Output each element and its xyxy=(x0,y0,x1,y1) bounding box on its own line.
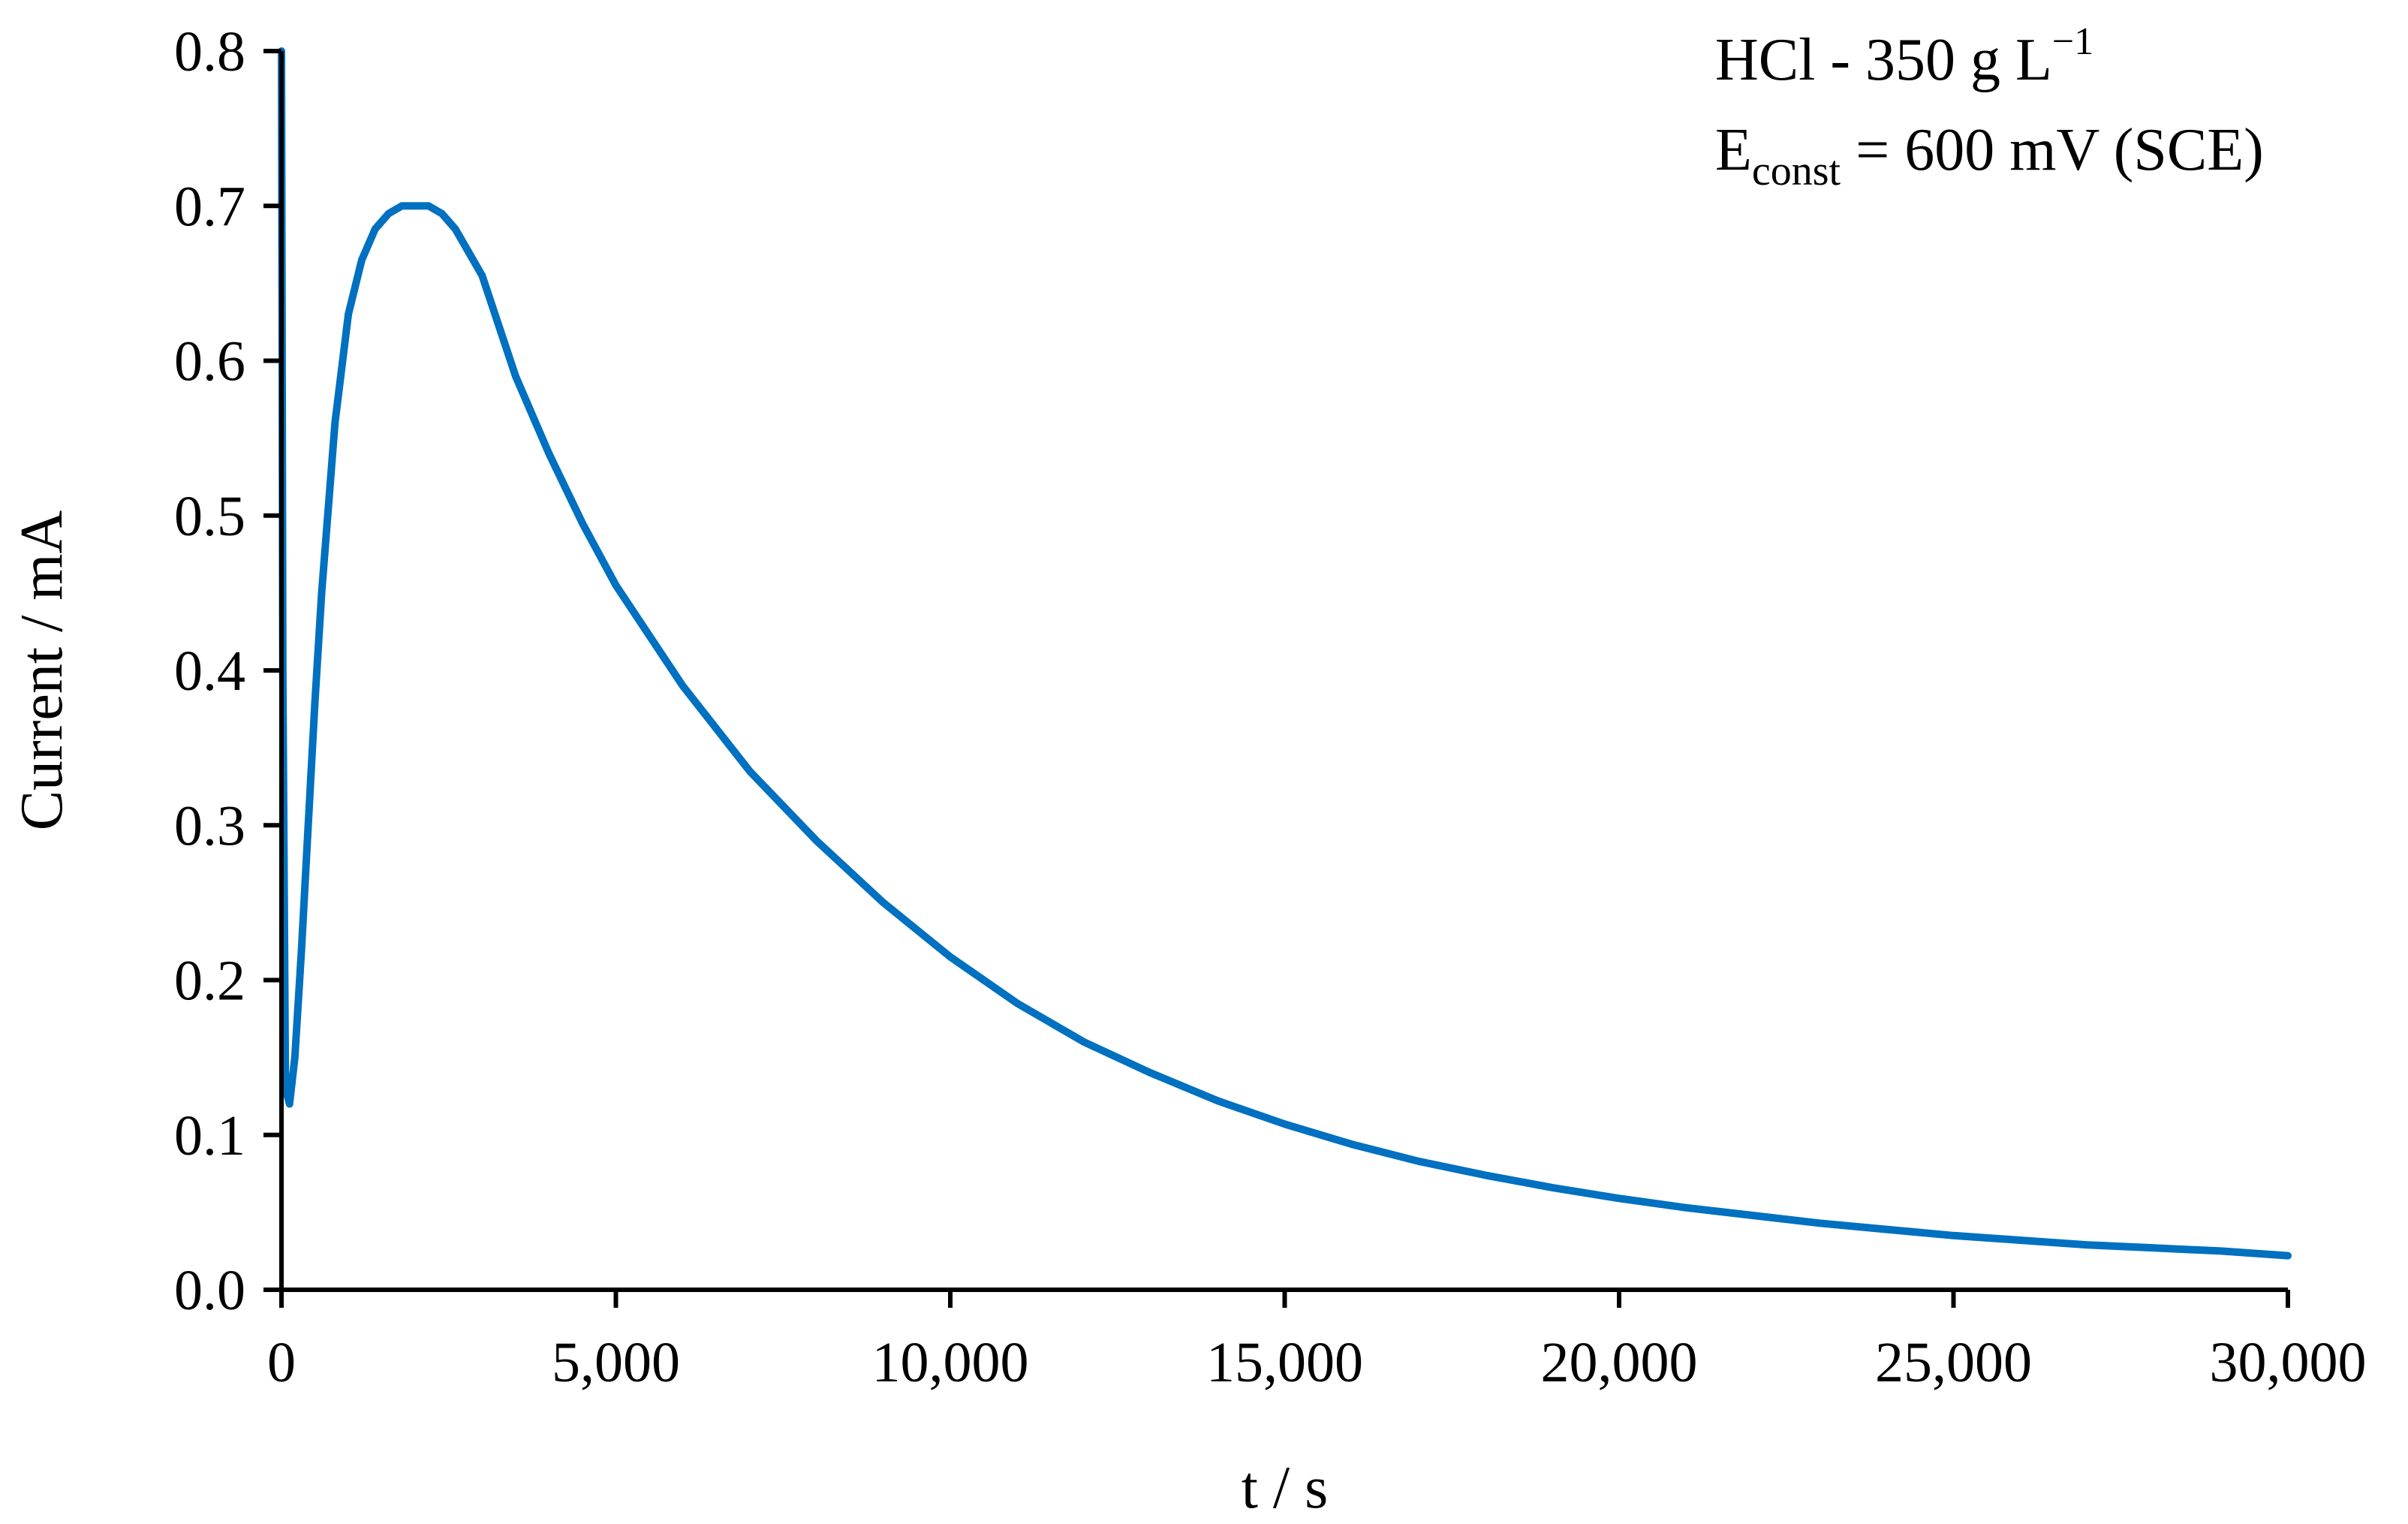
x-tick-label: 20,000 xyxy=(1541,1331,1698,1394)
y-axis-title: Current / mA xyxy=(9,510,75,830)
condition-label-line1-text: HCl - 350 g L xyxy=(1715,27,2052,93)
y-tick-label: 0.5 xyxy=(174,485,245,548)
condition-label-line1-superscript: −1 xyxy=(2052,20,2093,63)
x-tick-label: 30,000 xyxy=(2210,1331,2367,1394)
x-tick-label: 25,000 xyxy=(1875,1331,2032,1394)
y-tick-label: 0.3 xyxy=(174,794,245,857)
y-tick-label: 0.0 xyxy=(174,1259,245,1322)
x-tick-label: 0 xyxy=(267,1331,296,1394)
y-tick-label: 0.6 xyxy=(174,330,245,393)
plot-area xyxy=(278,47,2292,1260)
y-tick-label: 0.8 xyxy=(174,20,245,83)
axes: 0 5,000 10,000 15,000 20,000 25,000 30,000 0.0 0… xyxy=(174,20,2367,1394)
y-tick-label: 0.1 xyxy=(174,1104,245,1167)
condition-label-line2-subscript: const xyxy=(1752,148,1841,194)
y-tick-label: 0.2 xyxy=(174,950,245,1013)
series-line-1 xyxy=(278,47,2292,1260)
x-axis-title: t / s xyxy=(1242,1455,1329,1521)
condition-label-line2: Econst = 600 mV (SCE) xyxy=(1715,117,2264,194)
x-tick-label: 15,000 xyxy=(1206,1331,1363,1394)
y-tick-label: 0.7 xyxy=(174,175,245,238)
x-tick-label: 10,000 xyxy=(872,1331,1029,1394)
condition-label-line2-symbol: E xyxy=(1715,117,1752,183)
condition-label-line2-text: = 600 mV (SCE) xyxy=(1841,117,2264,183)
x-tick-label: 5,000 xyxy=(552,1331,680,1394)
condition-label-line1: HCl - 350 g L−1 xyxy=(1715,20,2093,93)
y-tick-label: 0.4 xyxy=(174,640,245,703)
